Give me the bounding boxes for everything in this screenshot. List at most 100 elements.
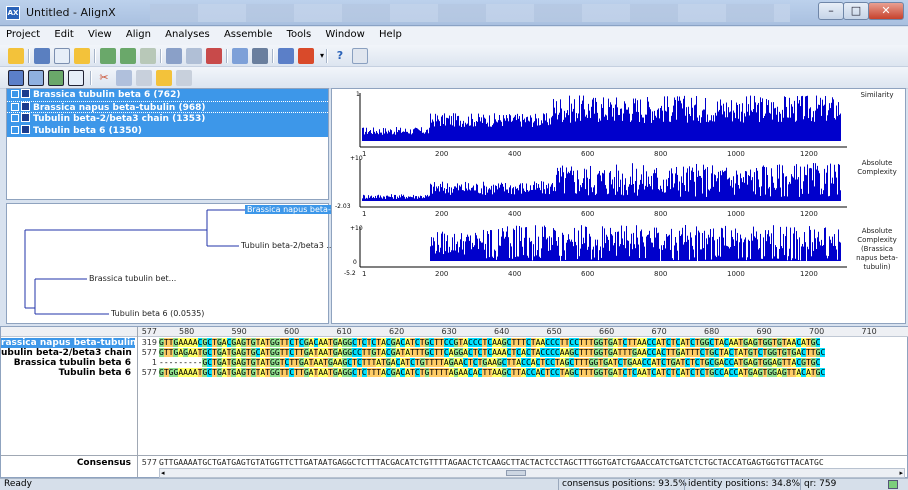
graph-bar [595,239,596,261]
sequence-item[interactable]: Brassica napus beta-tubulin (968) [7,101,328,113]
menu-help[interactable]: Help [379,29,402,40]
graph-bar [451,187,452,201]
sequence-item[interactable]: Tubulin beta 6 (1350) [7,125,328,137]
graph-bar [743,242,744,261]
graph-bar [502,183,503,201]
scroll-left-icon[interactable]: ◂ [161,469,165,477]
primer-icon[interactable] [298,48,314,64]
graph-bar [384,196,385,201]
edit-icon[interactable] [156,70,172,86]
chevron-down-icon[interactable]: ▾ [319,51,324,60]
row-name[interactable]: ubulin beta-2/beta3 chain [1,348,132,358]
expand-icon[interactable] [11,114,19,122]
print-icon[interactable] [252,48,268,64]
row-name-selected[interactable]: rassica napus beta-tubulin [1,338,137,348]
sequence-item[interactable]: Brassica tubulin beta 6 (762) [7,89,328,101]
graph-bar [824,228,825,261]
menu-edit[interactable]: Edit [54,29,74,40]
about-icon[interactable] [352,48,368,64]
graph-bar [750,258,751,261]
graph-bar [517,188,518,201]
tree-leaf-label[interactable]: Brassica napus beta-t... [245,205,344,214]
new-document-icon[interactable] [54,48,70,64]
sequence-item[interactable]: Tubulin beta-2/beta3 chain (1353) [7,113,328,125]
graph-bar [388,196,389,201]
graph-bar [448,118,449,141]
graph-bar [574,99,575,141]
graph-bar [681,176,682,201]
sequence-icon [21,113,30,122]
sequence-row[interactable]: GTGGAAAATGCTGATGAGTGTATGGTTCTTGATAATGAGG… [159,368,826,377]
graph-bar [792,258,793,261]
align-selected-icon[interactable] [120,48,136,64]
graph-bar [533,184,534,201]
align-icon[interactable] [100,48,116,64]
graph-bar [460,239,461,261]
row-name[interactable]: Brassica tubulin beta 6 [13,358,131,368]
horizontal-scrollbar[interactable]: ◂ ▸ [159,468,905,478]
menu-view[interactable]: View [87,29,112,40]
minimize-button[interactable]: – [818,2,844,20]
help-icon[interactable]: ? [336,49,344,62]
view-list-icon[interactable] [8,70,24,86]
graph-bar [578,113,579,141]
view-graph-icon[interactable] [48,70,64,86]
graph-bar [601,257,602,261]
view-tree-icon[interactable] [28,70,44,86]
graph-bar [807,246,808,261]
graph-bar [740,234,741,261]
sequence-row[interactable]: ---------GCTGATGAGTGTATGGTCTTGATAATGAAGC… [159,358,821,367]
graph-bar [520,183,521,201]
print-preview-icon[interactable] [232,48,248,64]
graph-bar [735,118,736,141]
graph-bar [745,116,746,141]
cut-icon[interactable]: ✂ [99,71,109,84]
table-icon[interactable] [206,48,222,64]
graph-bar [681,234,682,261]
graph-bar [763,237,764,261]
graph-bar [699,115,700,141]
menu-tools[interactable]: Tools [286,29,312,40]
scrollbar-thumb[interactable] [506,470,526,476]
graph-icon[interactable] [186,48,202,64]
menu-window[interactable]: Window [325,29,365,40]
graph-bar [549,118,550,141]
graph-bar [580,120,581,141]
graph-bar [670,249,671,261]
menu-project[interactable]: Project [6,29,41,40]
find-icon[interactable] [176,70,192,86]
save-icon[interactable] [34,48,50,64]
chart-icon[interactable] [278,48,294,64]
alignx-app-icon[interactable]: AX [6,6,20,20]
profile-align-icon[interactable] [140,48,156,64]
row-name[interactable]: Tubulin beta 6 [58,368,131,378]
sequence-row[interactable]: GTTGAAAACGCTGACGAGTGTATGGTTCTCGACAATGAGG… [159,338,821,347]
expand-icon[interactable] [11,90,19,98]
tree-leaf-label[interactable]: Tubulin beta-2/beta3 ... [241,241,334,250]
tree-icon[interactable] [166,48,182,64]
menu-align[interactable]: Align [125,29,151,40]
menu-analyses[interactable]: Analyses [165,29,210,40]
copy-icon[interactable] [116,70,132,86]
graph-bar [747,184,748,201]
graph-bar [400,127,401,141]
close-button[interactable]: ✕ [868,2,904,20]
expand-icon[interactable] [11,103,19,111]
graph-bar [495,119,496,141]
open-project-icon[interactable] [8,48,24,64]
graph-bar [537,250,538,261]
paste-icon[interactable] [136,70,152,86]
open-folder-icon[interactable] [74,48,90,64]
expand-icon[interactable] [11,126,19,134]
tree-leaf-label[interactable]: Tubulin beta 6 (0.0535) [111,309,205,318]
graph-bar [438,119,439,141]
graph-bar [819,173,820,201]
scroll-right-icon[interactable]: ▸ [899,469,903,477]
sequence-row[interactable]: GTTGAGAATGCTGATGAGTGCATGGTTCTTGATAATGAGG… [159,348,826,357]
menu-assemble[interactable]: Assemble [223,29,273,40]
tree-leaf-label[interactable]: Brassica tubulin bet... [89,274,177,283]
graph-bar [481,242,482,261]
view-alignment-icon[interactable] [68,70,84,86]
graph-bar [485,243,486,261]
maximize-button[interactable]: □ [843,2,869,20]
